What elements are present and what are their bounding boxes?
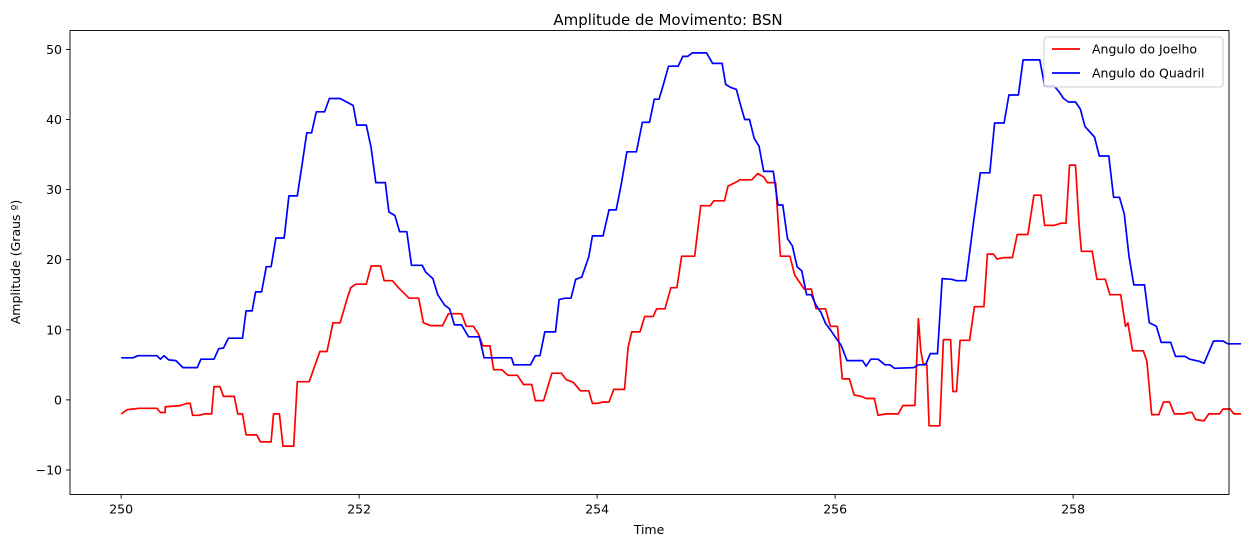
y-tick-label: 40 bbox=[46, 112, 62, 127]
x-tick-label: 254 bbox=[585, 502, 609, 517]
legend-label-quadril: Angulo do Quadril bbox=[1092, 66, 1204, 81]
y-tick-label: 0 bbox=[54, 392, 62, 407]
y-axis-title: Amplitude (Graus º) bbox=[8, 200, 23, 325]
x-axis: 250 252 254 256 258 bbox=[109, 494, 1085, 517]
x-tick-label: 256 bbox=[823, 502, 847, 517]
axes-frame bbox=[69, 30, 1230, 495]
plot-area bbox=[120, 52, 1241, 447]
y-tick-label: −10 bbox=[36, 462, 62, 477]
series-line-joelho bbox=[120, 164, 1241, 447]
legend-label-joelho: Angulo do Joelho bbox=[1092, 42, 1197, 57]
chart-title: Amplitude de Movimento: BSN bbox=[553, 11, 782, 29]
y-tick-label: 50 bbox=[46, 42, 62, 57]
x-tick-label: 258 bbox=[1061, 502, 1085, 517]
legend-box bbox=[1043, 36, 1224, 88]
x-tick-label: 250 bbox=[109, 502, 133, 517]
x-axis-title: Time bbox=[633, 522, 665, 537]
x-tick-label: 252 bbox=[347, 502, 371, 517]
y-tick-label: 30 bbox=[46, 182, 62, 197]
y-tick-label: 20 bbox=[46, 252, 62, 267]
y-tick-label: 10 bbox=[46, 322, 62, 337]
series-line-quadril bbox=[121, 52, 1241, 370]
y-axis: −10 0 10 20 30 40 50 bbox=[36, 42, 70, 477]
legend: Angulo do Joelho Angulo do Quadril bbox=[1043, 36, 1224, 88]
